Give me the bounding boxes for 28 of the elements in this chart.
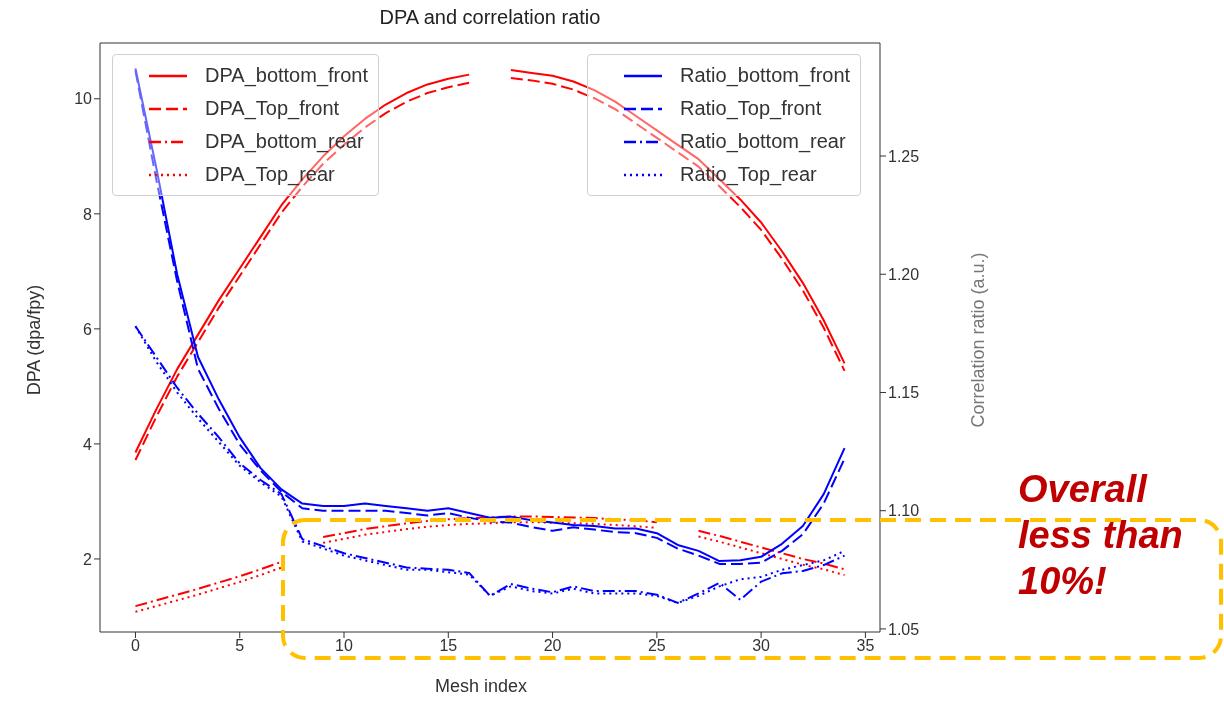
x-tick-label: 30 [752,637,771,655]
legend-label: Ratio_Top_front [680,97,822,120]
y2-tick-label: 1.15 [888,384,920,402]
x-tick-label: 10 [335,637,354,655]
y-axis-title: DPA (dpa/fpy) [23,284,45,396]
y-tick-label: 6 [83,320,93,338]
legend-label: DPA_bottom_front [205,64,369,87]
y2-tick-label: 1.05 [888,620,920,638]
x-tick-label: 35 [856,637,875,655]
y2-tick-label: 1.10 [888,502,920,520]
x-tick-label: 5 [235,637,245,655]
y2-tick-label: 1.20 [888,265,920,283]
chart-title: DPA and correlation ratio [378,6,602,29]
x-tick-label: 15 [439,637,458,655]
y-tick-label: 4 [83,435,93,453]
y2-axis-title: Correlation ratio (a.u.) [967,252,989,428]
x-tick-label: 20 [543,637,562,655]
x-tick-label: 0 [131,637,140,655]
y-tick-label: 2 [83,550,93,568]
y-tick-label: 8 [83,205,93,223]
legend-label: Ratio_bottom_rear [680,130,846,153]
legend-label: Ratio_bottom_front [680,64,851,87]
y-tick-label: 10 [74,90,93,108]
legend-label: DPA_Top_front [205,97,340,120]
x-tick-label: 25 [647,637,666,655]
y2-tick-label: 1.25 [888,147,920,165]
text: Overall less than 10%! [1018,467,1184,604]
x-axis-title: Mesh index [435,676,528,697]
